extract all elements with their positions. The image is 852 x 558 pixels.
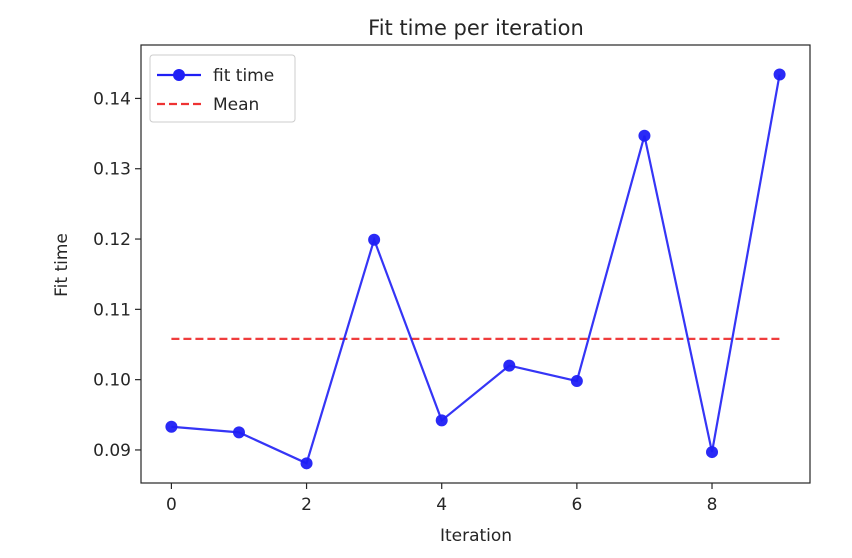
fit-time-point <box>706 446 719 459</box>
y-axis-label: Fit time <box>52 233 72 297</box>
fit-time-point <box>368 233 381 246</box>
x-tick-label: 4 <box>436 495 447 515</box>
x-axis-ticks: 0 2 4 6 8 <box>166 483 717 515</box>
y-axis-ticks: 0.09 0.10 0.11 0.12 0.13 0.14 <box>93 89 141 461</box>
y-tick-label: 0.14 <box>93 89 131 109</box>
fit-time-point <box>503 359 516 372</box>
plot-frame <box>140 44 811 484</box>
y-tick-label: 0.12 <box>93 230 131 250</box>
legend-box <box>149 54 296 123</box>
fit-time-point <box>435 414 448 427</box>
fit-time-point <box>300 457 313 470</box>
legend-label-mean: Mean <box>213 95 259 115</box>
fit-time-point <box>165 420 178 433</box>
x-tick-label: 0 <box>166 495 177 515</box>
y-tick-label: 0.09 <box>93 441 131 461</box>
x-axis-label: Iteration <box>440 526 512 546</box>
y-tick-label: 0.10 <box>93 371 131 391</box>
x-tick-label: 2 <box>301 495 312 515</box>
fit-time-point <box>638 129 651 142</box>
fit-time-point <box>232 426 245 439</box>
legend-label-fit-time: fit time <box>213 66 274 86</box>
fit-time-point <box>773 68 786 81</box>
y-tick-label: 0.13 <box>93 160 131 180</box>
fit-time-line <box>171 74 781 465</box>
x-tick-label: 6 <box>571 495 582 515</box>
legend-fit-time-marker <box>173 69 185 81</box>
y-tick-label: 0.11 <box>93 300 131 320</box>
series-layer <box>165 68 786 470</box>
fit-time-point <box>570 375 583 388</box>
chart-title: Fit time per iteration <box>368 16 584 40</box>
legend: fit time Mean <box>149 54 296 123</box>
x-tick-label: 8 <box>707 495 718 515</box>
